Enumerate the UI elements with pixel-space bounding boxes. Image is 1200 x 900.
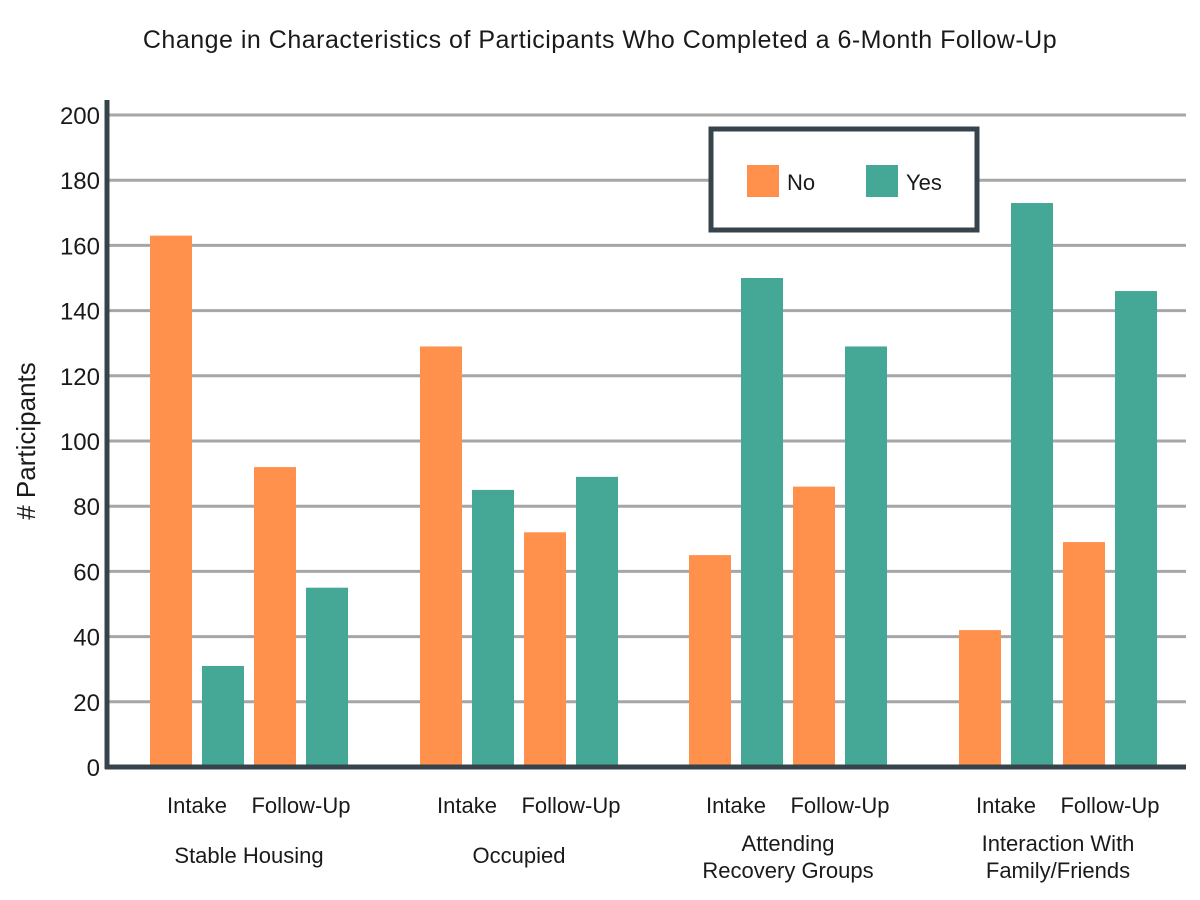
y-tick-label: 140 [60, 299, 100, 326]
time-point-label: Follow-Up [790, 793, 889, 818]
y-tick-label: 40 [73, 625, 100, 652]
y-tick-label: 200 [60, 103, 100, 130]
bar-yes-follow-up [1115, 291, 1157, 767]
time-point-label: Follow-Up [251, 793, 350, 818]
y-tick-label: 100 [60, 429, 100, 456]
bar-yes-intake [1011, 203, 1053, 767]
bar-no-follow-up [793, 486, 835, 767]
bar-no-follow-up [254, 467, 296, 767]
bar-no-follow-up [1063, 542, 1105, 767]
bar-yes-intake [202, 665, 244, 767]
legend-swatch-no [747, 165, 779, 197]
bar-yes-follow-up [306, 587, 348, 767]
time-point-label: Intake [706, 793, 766, 818]
group-label: Family/Friends [986, 858, 1130, 883]
group-label: Occupied [473, 843, 566, 868]
y-tick-label: 80 [73, 494, 100, 521]
legend-label-yes: Yes [906, 170, 942, 195]
y-tick-label: 20 [73, 690, 100, 717]
legend-label-no: No [787, 170, 815, 195]
bar-no-intake [959, 630, 1001, 767]
y-tick-labels: 0 20 40 60 80 100 120 140 160 180 200 [60, 103, 100, 782]
category-labels: Intake Follow-Up Stable Housing Intake Follo… [167, 793, 1159, 883]
chart-title: Change in Characteristics of Participant… [142, 26, 1058, 54]
bar-yes-intake [472, 489, 514, 767]
axes [104, 100, 1186, 770]
bar-yes-follow-up [845, 346, 887, 767]
y-tick-label: 0 [87, 755, 100, 782]
bars [150, 203, 1157, 767]
bar-no-intake [689, 555, 731, 767]
y-tick-label: 180 [60, 168, 100, 195]
time-point-label: Intake [437, 793, 497, 818]
bar-yes-intake [741, 278, 783, 767]
time-point-label: Intake [167, 793, 227, 818]
bar-no-follow-up [524, 532, 566, 767]
legend-swatch-yes [866, 165, 898, 197]
time-point-label: Follow-Up [521, 793, 620, 818]
y-tick-label: 60 [73, 559, 100, 586]
time-point-label: Intake [976, 793, 1036, 818]
bar-no-intake [150, 235, 192, 767]
y-tick-label: 160 [60, 233, 100, 260]
y-tick-label: 120 [60, 364, 100, 391]
legend: No Yes [708, 126, 980, 233]
bar-no-intake [420, 346, 462, 767]
bar-yes-follow-up [576, 476, 618, 767]
group-label: Recovery Groups [702, 858, 873, 883]
group-label: Attending [742, 831, 835, 856]
group-label: Interaction With [982, 831, 1135, 856]
y-axis-title: # Participants [11, 362, 41, 520]
group-label: Stable Housing [174, 843, 323, 868]
time-point-label: Follow-Up [1060, 793, 1159, 818]
